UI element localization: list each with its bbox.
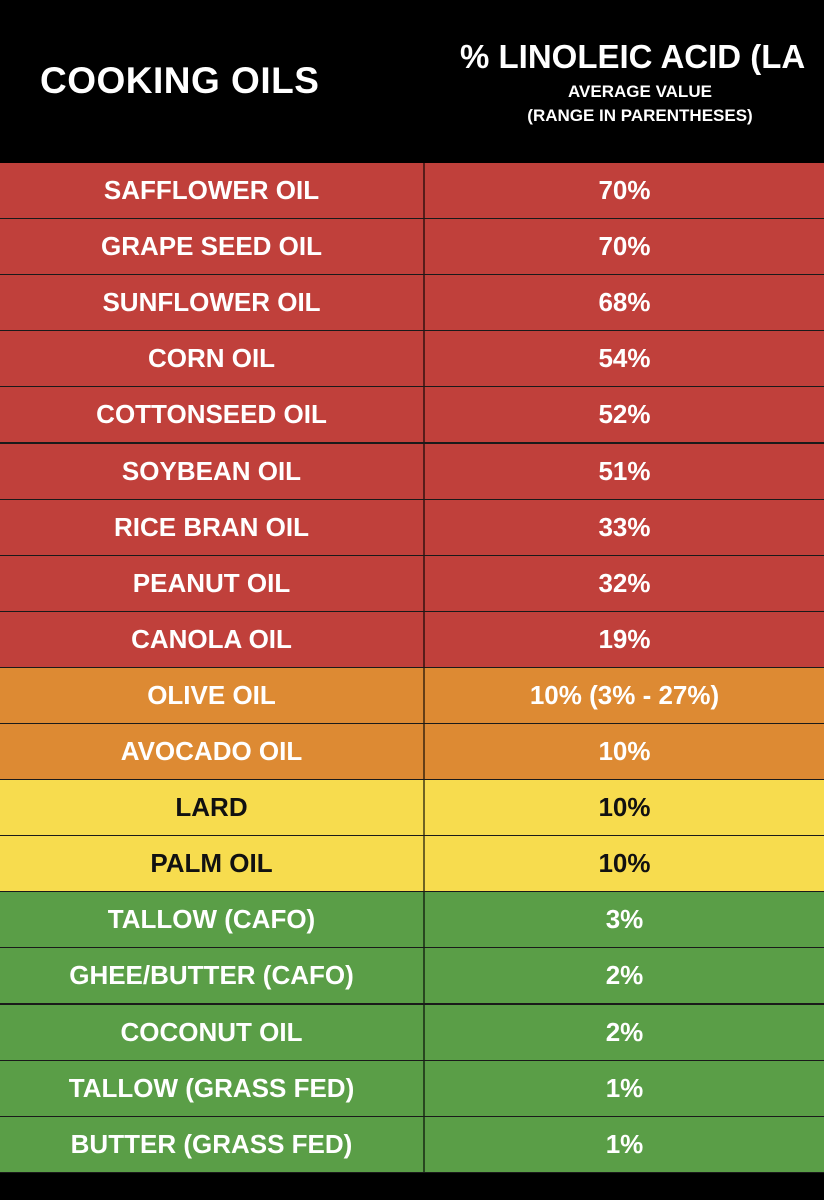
range-note-label: (RANGE IN PARENTHESES) bbox=[527, 106, 753, 125]
table-row: GHEE/BUTTER (CAFO) 2% bbox=[0, 948, 824, 1004]
linoleic-value-cell: 68% bbox=[425, 275, 824, 330]
table-header: COOKING OILS % LINOLEIC ACID (LA AVERAGE… bbox=[0, 0, 824, 163]
linoleic-value-text: 10% bbox=[598, 736, 651, 766]
linoleic-value-cell: 51% bbox=[425, 444, 824, 499]
table-row: COCONUT OIL 2% bbox=[0, 1004, 824, 1060]
linoleic-value-cell: 3% bbox=[425, 892, 824, 947]
linoleic-value-text: 10% bbox=[598, 792, 651, 823]
linoleic-value-text: 54% bbox=[598, 343, 651, 374]
oil-name-cell: COTTONSEED OIL bbox=[0, 387, 425, 443]
linoleic-value-text: 10% (3% - 27%) bbox=[529, 679, 720, 710]
linoleic-value-text: 51% bbox=[598, 455, 651, 486]
table-row: SUNFLOWER OIL 68% bbox=[0, 275, 824, 331]
linoleic-value-cell: 10% bbox=[425, 780, 824, 835]
linoleic-value-text: 1% bbox=[605, 1072, 644, 1103]
linoleic-value-cell: 32% bbox=[425, 556, 824, 611]
linoleic-value-cell: 2% bbox=[425, 948, 824, 1003]
linoleic-value-text: 1% bbox=[605, 1128, 644, 1159]
oil-name-cell: LARD bbox=[0, 780, 425, 836]
linoleic-value-text: 32% bbox=[598, 567, 651, 598]
oil-name-cell: SUNFLOWER OIL bbox=[0, 275, 425, 331]
linoleic-value-cell: 54% bbox=[425, 331, 824, 386]
linoleic-value-text: 2% bbox=[605, 1016, 644, 1047]
oil-name-cell: CANOLA OIL bbox=[0, 611, 425, 667]
oil-name-cell: SOYBEAN OIL bbox=[0, 443, 425, 499]
table-row: SOYBEAN OIL 51% bbox=[0, 443, 824, 499]
average-value-label: AVERAGE VALUE bbox=[568, 82, 712, 101]
linoleic-value-cell: 70% bbox=[425, 163, 824, 218]
linoleic-value-cell: 70% bbox=[425, 219, 824, 274]
table-row: CANOLA OIL 19% bbox=[0, 611, 824, 667]
table-row: SAFFLOWER OIL 70% bbox=[0, 163, 824, 218]
table-row: TALLOW (GRASS FED) 1% bbox=[0, 1060, 824, 1116]
oil-table: SAFFLOWER OIL 70% GRAPE SEED OIL 70% SUNFLOW… bbox=[0, 163, 824, 1173]
linoleic-value-cell: 10% bbox=[425, 836, 824, 891]
table-row: AVOCADO OIL 10% bbox=[0, 724, 824, 779]
table-row: TALLOW (CAFO) 3% bbox=[0, 892, 824, 948]
oil-name-cell: BUTTER (GRASS FED) bbox=[0, 1116, 425, 1172]
linoleic-value-text: 70% bbox=[598, 175, 651, 205]
oil-name-cell: GHEE/BUTTER (CAFO) bbox=[0, 948, 425, 1004]
bottom-border bbox=[0, 1173, 824, 1200]
linoleic-value-cell: 52% bbox=[425, 387, 824, 442]
linoleic-value-text: 2% bbox=[605, 960, 644, 991]
oil-name-cell: SAFFLOWER OIL bbox=[0, 163, 425, 218]
linoleic-value-text: 3% bbox=[605, 904, 644, 935]
table-row: RICE BRAN OIL 33% bbox=[0, 499, 824, 555]
table-row: OLIVE OIL 10% (3% - 27%) bbox=[0, 667, 824, 723]
linoleic-value-text: 33% bbox=[598, 511, 651, 542]
column-title-oils: COOKING OILS bbox=[40, 60, 320, 101]
linoleic-value-text: 68% bbox=[598, 287, 651, 318]
linoleic-value-cell: 10% bbox=[425, 724, 824, 779]
linoleic-value-text: 52% bbox=[598, 399, 651, 430]
linoleic-value-cell: 19% bbox=[425, 612, 824, 667]
oil-name-cell: RICE BRAN OIL bbox=[0, 499, 425, 555]
table-row: LARD 10% bbox=[0, 780, 824, 836]
oil-name-cell: AVOCADO OIL bbox=[0, 724, 425, 779]
oil-name-cell: GRAPE SEED OIL bbox=[0, 219, 425, 275]
linoleic-value-text: 10% bbox=[598, 848, 651, 879]
oil-name-cell: PEANUT OIL bbox=[0, 555, 425, 611]
oil-name-cell: OLIVE OIL bbox=[0, 667, 425, 723]
linoleic-value-cell: 2% bbox=[425, 1005, 824, 1060]
table-row: PEANUT OIL 32% bbox=[0, 555, 824, 611]
oil-name-cell: TALLOW (GRASS FED) bbox=[0, 1060, 425, 1116]
linoleic-value-text: 19% bbox=[598, 623, 651, 654]
oil-name-cell: CORN OIL bbox=[0, 331, 425, 387]
oil-name-cell: COCONUT OIL bbox=[0, 1004, 425, 1060]
linoleic-value-cell: 10% (3% - 27%) bbox=[425, 668, 824, 723]
table-row: CORN OIL 54% bbox=[0, 331, 824, 387]
linoleic-value-text: 70% bbox=[598, 231, 651, 262]
linoleic-value-cell: 33% bbox=[425, 500, 824, 555]
table-row: BUTTER (GRASS FED) 1% bbox=[0, 1116, 824, 1172]
linoleic-value-cell: 1% bbox=[425, 1061, 824, 1116]
table-row: COTTONSEED OIL 52% bbox=[0, 387, 824, 443]
table-row: PALM OIL 10% bbox=[0, 836, 824, 892]
oil-name-cell: TALLOW (CAFO) bbox=[0, 892, 425, 948]
table-row: GRAPE SEED OIL 70% bbox=[0, 219, 824, 275]
oil-name-cell: PALM OIL bbox=[0, 836, 425, 892]
linoleic-acid-heading: % LINOLEIC ACID (LA bbox=[460, 38, 806, 75]
linoleic-value-cell: 1% bbox=[425, 1117, 824, 1172]
